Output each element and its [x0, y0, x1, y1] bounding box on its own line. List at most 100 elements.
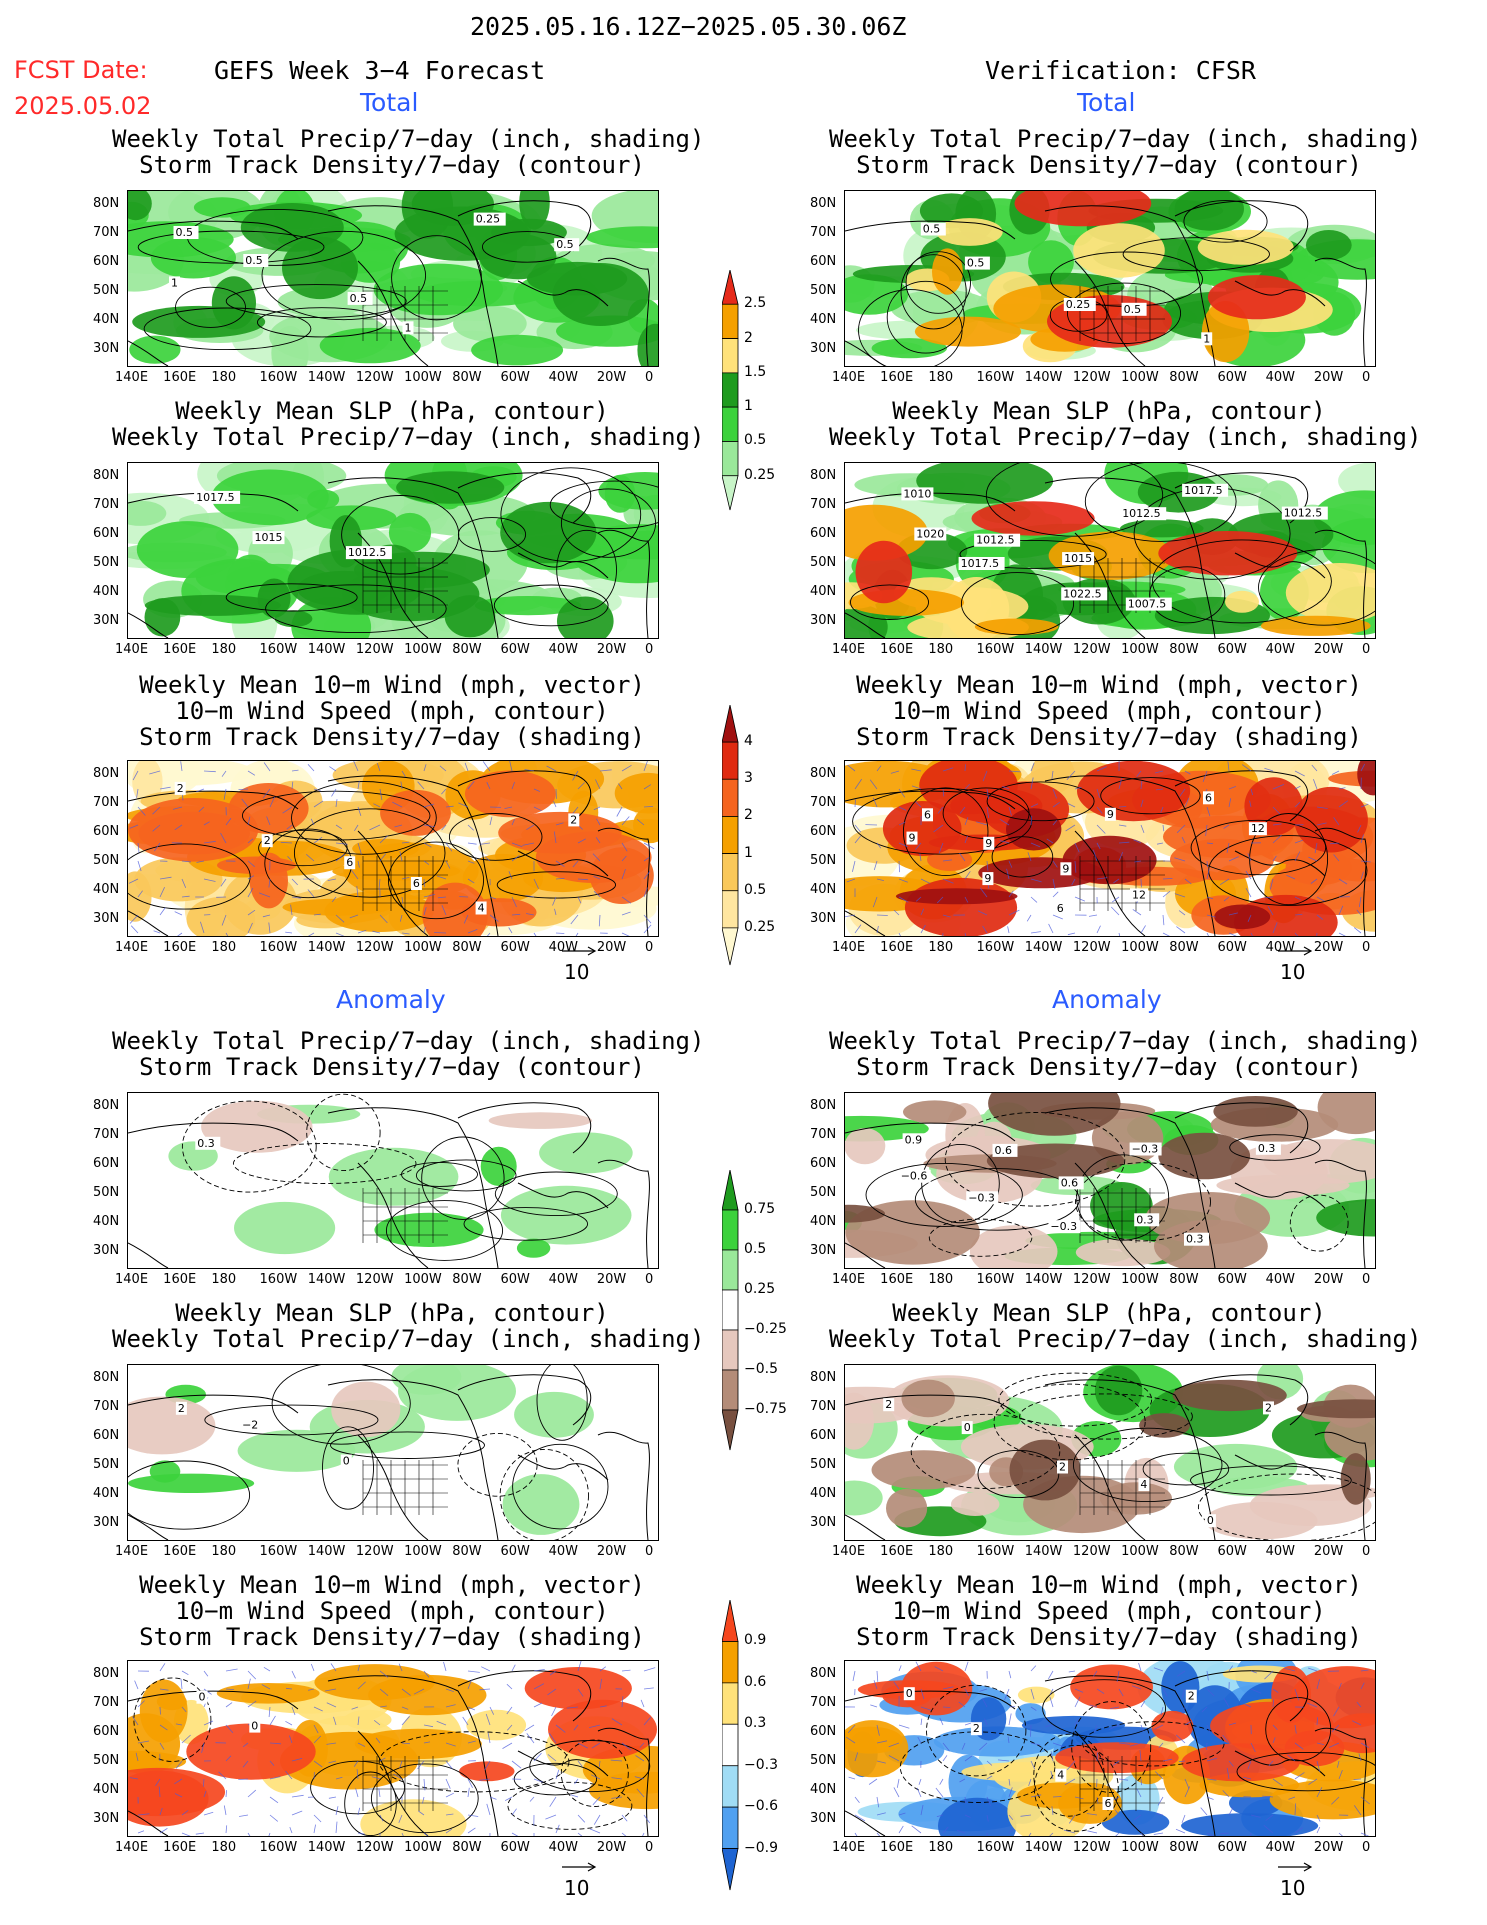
wind-vector: [551, 1706, 557, 1717]
wind-vector: [335, 799, 338, 808]
wind-vector: [942, 1742, 950, 1752]
wind-vector: [1338, 800, 1349, 808]
verification-header: Verification: CFSR: [985, 56, 1256, 85]
wind-vector: [915, 801, 922, 808]
wind-vector: [357, 860, 360, 868]
wind-vector: [1220, 1832, 1230, 1835]
panel-title-line: 10−m Wind Speed (mph, contour): [175, 697, 609, 725]
wind-vector: [241, 798, 249, 808]
wind-vector: [555, 860, 565, 867]
wind-vector: [1051, 1806, 1054, 1816]
lon-tick-label: 40W: [1265, 1544, 1296, 1559]
contour-line: [133, 1677, 212, 1762]
wind-vector: [979, 887, 988, 898]
wind-vector: [181, 1706, 187, 1713]
contour-label-bg: [970, 1722, 982, 1736]
contour-label: 0.5: [1124, 303, 1142, 316]
colorbar-label: 3: [744, 770, 753, 787]
contour-label: 1: [1203, 332, 1210, 345]
contour-line: [1190, 1465, 1352, 1496]
contour-label: 1007.5: [1128, 598, 1167, 611]
wind-vector: [1228, 1807, 1234, 1816]
wind-vector: [486, 932, 491, 936]
wind-vector: [247, 816, 251, 826]
wind-vector: [636, 1788, 645, 1798]
panel-title-line: Weekly Total Precip/7−day (inch, shading…: [829, 1325, 1422, 1353]
contour-line: [493, 584, 609, 627]
lat-tick-label: 80N: [810, 196, 837, 211]
shading-patch: [234, 1201, 336, 1255]
lon-tick-label: 60W: [500, 370, 530, 385]
wind-vector: [269, 1776, 281, 1780]
wind-vector: [555, 1824, 560, 1834]
contour-line: [271, 1365, 411, 1445]
wind-vector: [868, 1778, 878, 1785]
shading-patch: [464, 770, 556, 818]
lon-tick-label: 160W: [976, 1840, 1015, 1855]
wind-vector: [247, 770, 256, 776]
lon-tick-label: 180: [928, 1840, 954, 1855]
contour-label: 9: [985, 837, 992, 850]
wind-vector: [269, 1814, 279, 1822]
wind-vector: [920, 878, 931, 884]
wind-vector: [379, 835, 388, 844]
wind-vector: [898, 1724, 910, 1729]
wind-vector: [313, 800, 324, 808]
contour-label-bg: [240, 1418, 259, 1432]
wind-vector: [399, 851, 403, 862]
wind-vector: [1223, 1698, 1230, 1708]
lat-tick-label: 60N: [93, 1724, 120, 1739]
wind-vector: [1228, 786, 1237, 790]
vector-ref-label: 10: [564, 1876, 590, 1900]
wind-vector: [643, 784, 652, 790]
contour-label: 0.5: [923, 223, 941, 236]
wind-vector: [1028, 1832, 1032, 1836]
shading-patch: [845, 1399, 916, 1424]
wind-vector: [369, 824, 381, 831]
coastline: [1174, 200, 1309, 252]
wind-vector: [591, 1774, 601, 1780]
wind-vector: [269, 1742, 282, 1745]
shading-patch: [211, 276, 256, 330]
wind-vector: [555, 932, 565, 934]
wind-vector: [1074, 1688, 1084, 1693]
wind-vector: [159, 1807, 163, 1816]
wind-vector: [1250, 1670, 1257, 1674]
coastline: [128, 340, 169, 366]
wind-vector: [1050, 1770, 1054, 1780]
wind-vector: [610, 1759, 623, 1762]
wind-vector: [1030, 1665, 1037, 1672]
wind-vector: [445, 1813, 454, 1816]
wind-vector: [458, 802, 469, 808]
wind-vector: [511, 1664, 516, 1672]
wind-vector: [1272, 784, 1285, 790]
wind-vector: [643, 924, 652, 934]
wind-vector: [598, 914, 601, 927]
wind-vector: [177, 932, 183, 936]
lon-tick-label: 140E: [115, 1544, 149, 1559]
wind-vector: [1247, 853, 1252, 862]
wind-vector: [577, 838, 586, 844]
wind-vector: [436, 875, 447, 880]
wind-vector: [1157, 1796, 1164, 1806]
lon-tick-label: 140W: [307, 642, 346, 657]
wind-vector: [876, 1670, 879, 1682]
wind-vector: [1174, 857, 1186, 862]
lat-tick-label: 80N: [93, 1666, 120, 1681]
shading-patch: [886, 1488, 928, 1528]
wind-vector: [916, 1787, 922, 1798]
lon-tick-label: 180: [928, 642, 954, 657]
wind-vector: [1294, 914, 1303, 916]
wind-vector: [1140, 1778, 1142, 1786]
lon-tick-label: 140W: [307, 940, 346, 955]
contour-line: [265, 584, 447, 634]
wind-vector: [313, 1814, 322, 1823]
wind-vector: [247, 1789, 257, 1798]
wind-vector: [526, 913, 535, 916]
wind-vector: [357, 780, 360, 790]
shading-patch: [186, 897, 256, 936]
wind-vector: [269, 1796, 279, 1804]
shading-patch: [527, 261, 628, 296]
